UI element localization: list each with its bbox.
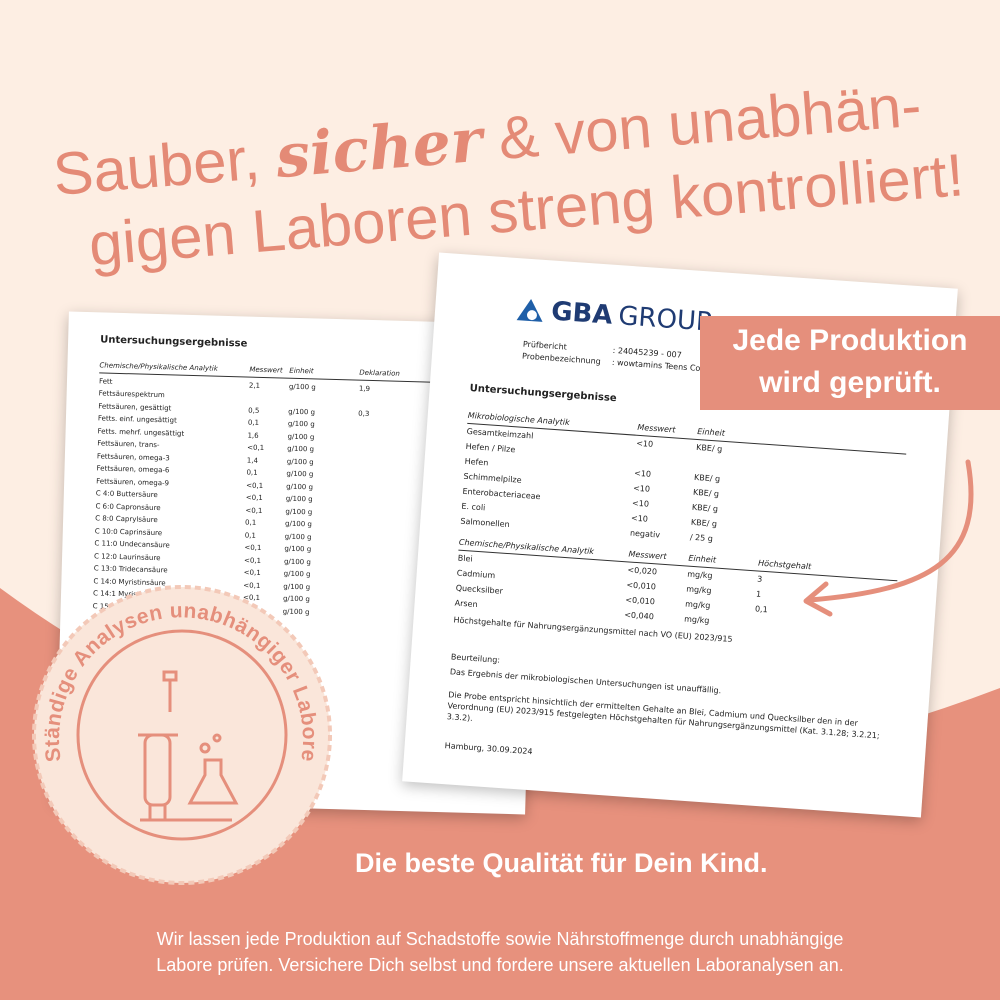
cell: 0,1 (244, 531, 257, 540)
cell: <0,1 (242, 593, 261, 602)
cell: 1,4 (246, 456, 259, 465)
headline-emphasis: sicher (272, 105, 489, 192)
cell: g/100 g (282, 607, 310, 616)
cell: negativ (629, 528, 661, 540)
cell: <0,1 (243, 556, 262, 565)
cell: 0,1 (244, 518, 257, 527)
cell: <0,1 (244, 543, 262, 552)
badge-line: Jede Produktion (732, 324, 968, 357)
body-text: Wir lassen jede Produktion auf Schadstof… (0, 926, 1000, 978)
cell: Messwert (249, 365, 283, 375)
cell: 0,1 (247, 418, 260, 427)
headline: Sauber, sicher & von unabhän- gigen Labo… (51, 71, 967, 278)
logo: GBA GROUP (514, 294, 915, 352)
tagline: Die beste Qualität für Dein Kind. (355, 848, 768, 878)
cell: <0,1 (247, 443, 265, 453)
cell: <0,1 (245, 506, 263, 515)
cell: 0,3 (358, 409, 370, 418)
cell: g/100 g (288, 382, 316, 391)
cell: Chemische/Physikalische Analytik (99, 361, 218, 373)
body-line: Labore prüfen. Versichere Dich selbst un… (156, 955, 844, 975)
body-line: Wir lassen jede Produktion auf Schadstof… (156, 929, 844, 949)
logo-light: GROUP (617, 301, 713, 338)
cell: <0,040 (623, 610, 655, 622)
cell: Einheit (289, 366, 314, 376)
cell: 0,5 (248, 406, 260, 415)
cell: 0,1 (246, 468, 258, 477)
cell: 1,9 (358, 384, 371, 393)
cell: <0,1 (245, 493, 263, 503)
headline-text: Sauber, (51, 123, 279, 208)
cell: <0,1 (242, 606, 260, 615)
cell: <0,1 (246, 481, 264, 490)
badge: Jede Produktion wird geprüft. (700, 316, 1000, 410)
badge-line: wird geprüft. (759, 366, 941, 399)
cell: <0,1 (243, 568, 261, 577)
cell: 2,1 (248, 381, 261, 390)
cell: <0,1 (243, 581, 261, 590)
micro-table: Mikrobiologische Analytik Messwert Einheit… (460, 407, 908, 559)
cell: 1,6 (247, 431, 259, 440)
logo-icon (516, 299, 543, 322)
logo-bold: GBA (550, 296, 614, 331)
lab-report-right: GBA GROUP Prüfbericht: 24045239 - 007 Prob… (402, 252, 958, 818)
cell: Deklaration (359, 368, 400, 378)
